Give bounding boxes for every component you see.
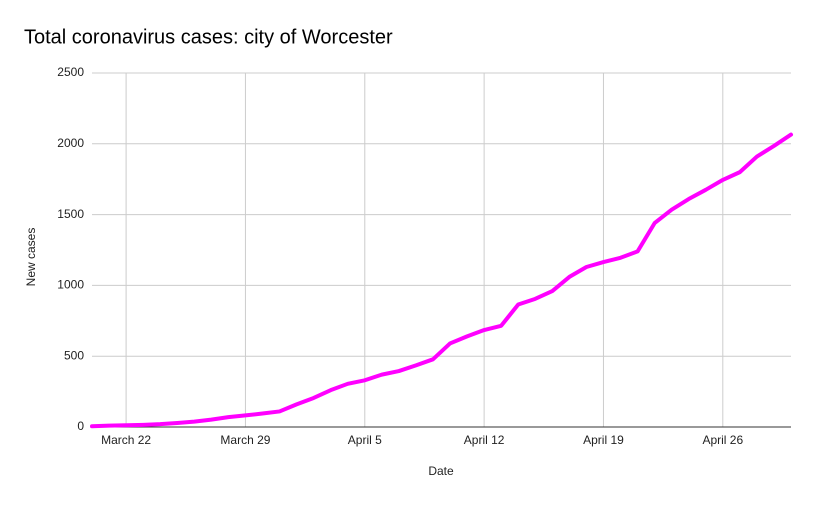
y-tick-label: 2500 [57,65,84,79]
x-tick-label: April 19 [583,433,624,447]
chart-title: Total coronavirus cases: city of Worcest… [24,26,393,48]
x-axis-label: Date [428,464,454,478]
x-tick-label: April 26 [702,433,743,447]
y-tick-label: 1500 [57,207,84,221]
x-tick-label: April 12 [464,433,505,447]
x-tick-label: April 5 [348,433,382,447]
x-tick-label: March 29 [220,433,270,447]
y-axis-label: New cases [24,228,38,287]
y-tick-label: 2000 [57,136,84,150]
y-tick-label: 500 [64,348,84,362]
data-line [90,132,793,429]
x-tick-label: March 22 [101,433,151,447]
y-tick-label: 1000 [57,278,84,292]
y-tick-label: 0 [77,419,84,433]
